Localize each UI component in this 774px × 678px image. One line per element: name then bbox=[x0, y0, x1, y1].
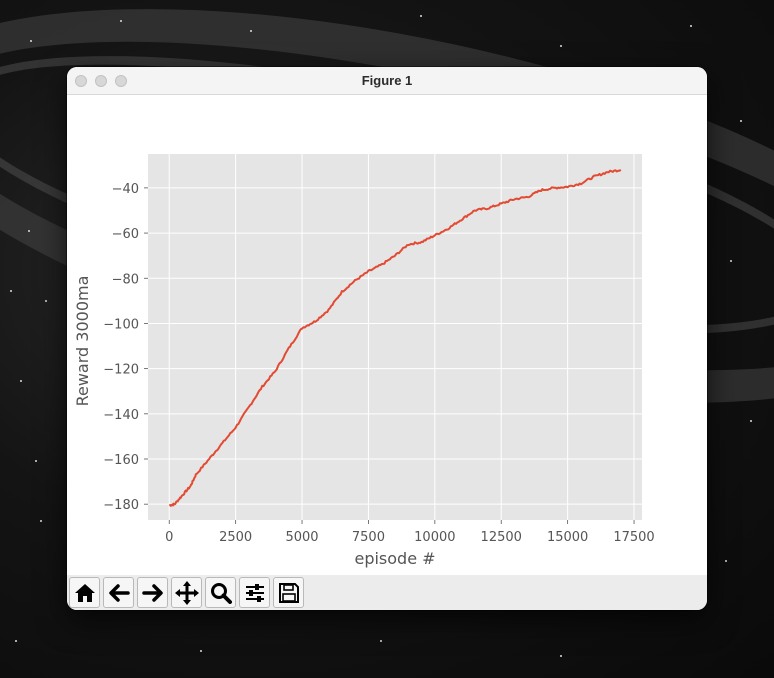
x-axis-label: episode # bbox=[354, 549, 435, 568]
arrow-right-icon bbox=[141, 583, 163, 602]
x-tick-label: 17500 bbox=[613, 530, 654, 545]
x-tick-label: 2500 bbox=[219, 530, 252, 545]
y-tick-label: −180 bbox=[103, 498, 139, 513]
y-tick-label: −100 bbox=[103, 317, 139, 332]
window-title: Figure 1 bbox=[361, 73, 413, 88]
y-axis-label: Reward 3000ma bbox=[73, 276, 92, 407]
arrow-left-icon bbox=[108, 583, 130, 602]
y-tick-labels: −180 −160 −140 −120 −100 −80 −60 −40 bbox=[103, 182, 148, 513]
save-button[interactable] bbox=[273, 577, 304, 608]
x-tick-label: 0 bbox=[165, 530, 173, 545]
x-tick-labels: 0 2500 5000 7500 10000 12500 15000 17500 bbox=[165, 520, 655, 545]
y-tick-label: −120 bbox=[103, 363, 139, 378]
move-icon bbox=[174, 580, 199, 605]
series-line bbox=[168, 168, 622, 507]
x-tick-label: 12500 bbox=[481, 530, 522, 545]
y-tick-label: −160 bbox=[103, 453, 139, 468]
y-tick-label: −40 bbox=[112, 182, 139, 197]
x-tick-label: 10000 bbox=[414, 530, 455, 545]
y-tick-label: −140 bbox=[103, 408, 139, 423]
y-tick-label: −80 bbox=[112, 272, 139, 287]
close-window-button[interactable] bbox=[75, 75, 87, 87]
x-tick-label: 15000 bbox=[547, 530, 588, 545]
grid-lines bbox=[148, 154, 642, 520]
plot-canvas[interactable]: 0 2500 5000 7500 10000 12500 15000 17500 −180−1… bbox=[67, 95, 707, 575]
forward-button[interactable] bbox=[137, 577, 168, 608]
home-icon bbox=[74, 583, 95, 602]
floppy-disk-icon bbox=[278, 582, 299, 603]
navigation-toolbar bbox=[67, 575, 707, 610]
figure-window: Figure 1 0 2500 5000 7500 10000 12500 15000 175… bbox=[67, 67, 707, 610]
title-bar[interactable]: Figure 1 bbox=[67, 67, 707, 95]
y-tick-label: −60 bbox=[112, 227, 139, 242]
zoom-window-button[interactable] bbox=[115, 75, 127, 87]
magnifier-icon bbox=[210, 582, 232, 604]
zoom-button[interactable] bbox=[205, 577, 236, 608]
sliders-icon bbox=[245, 583, 264, 602]
x-tick-label: 5000 bbox=[285, 530, 318, 545]
configure-subplots-button[interactable] bbox=[239, 577, 270, 608]
home-button[interactable] bbox=[69, 577, 100, 608]
x-tick-label: 7500 bbox=[352, 530, 385, 545]
pan-button[interactable] bbox=[171, 577, 202, 608]
minimize-window-button[interactable] bbox=[95, 75, 107, 87]
back-button[interactable] bbox=[103, 577, 134, 608]
